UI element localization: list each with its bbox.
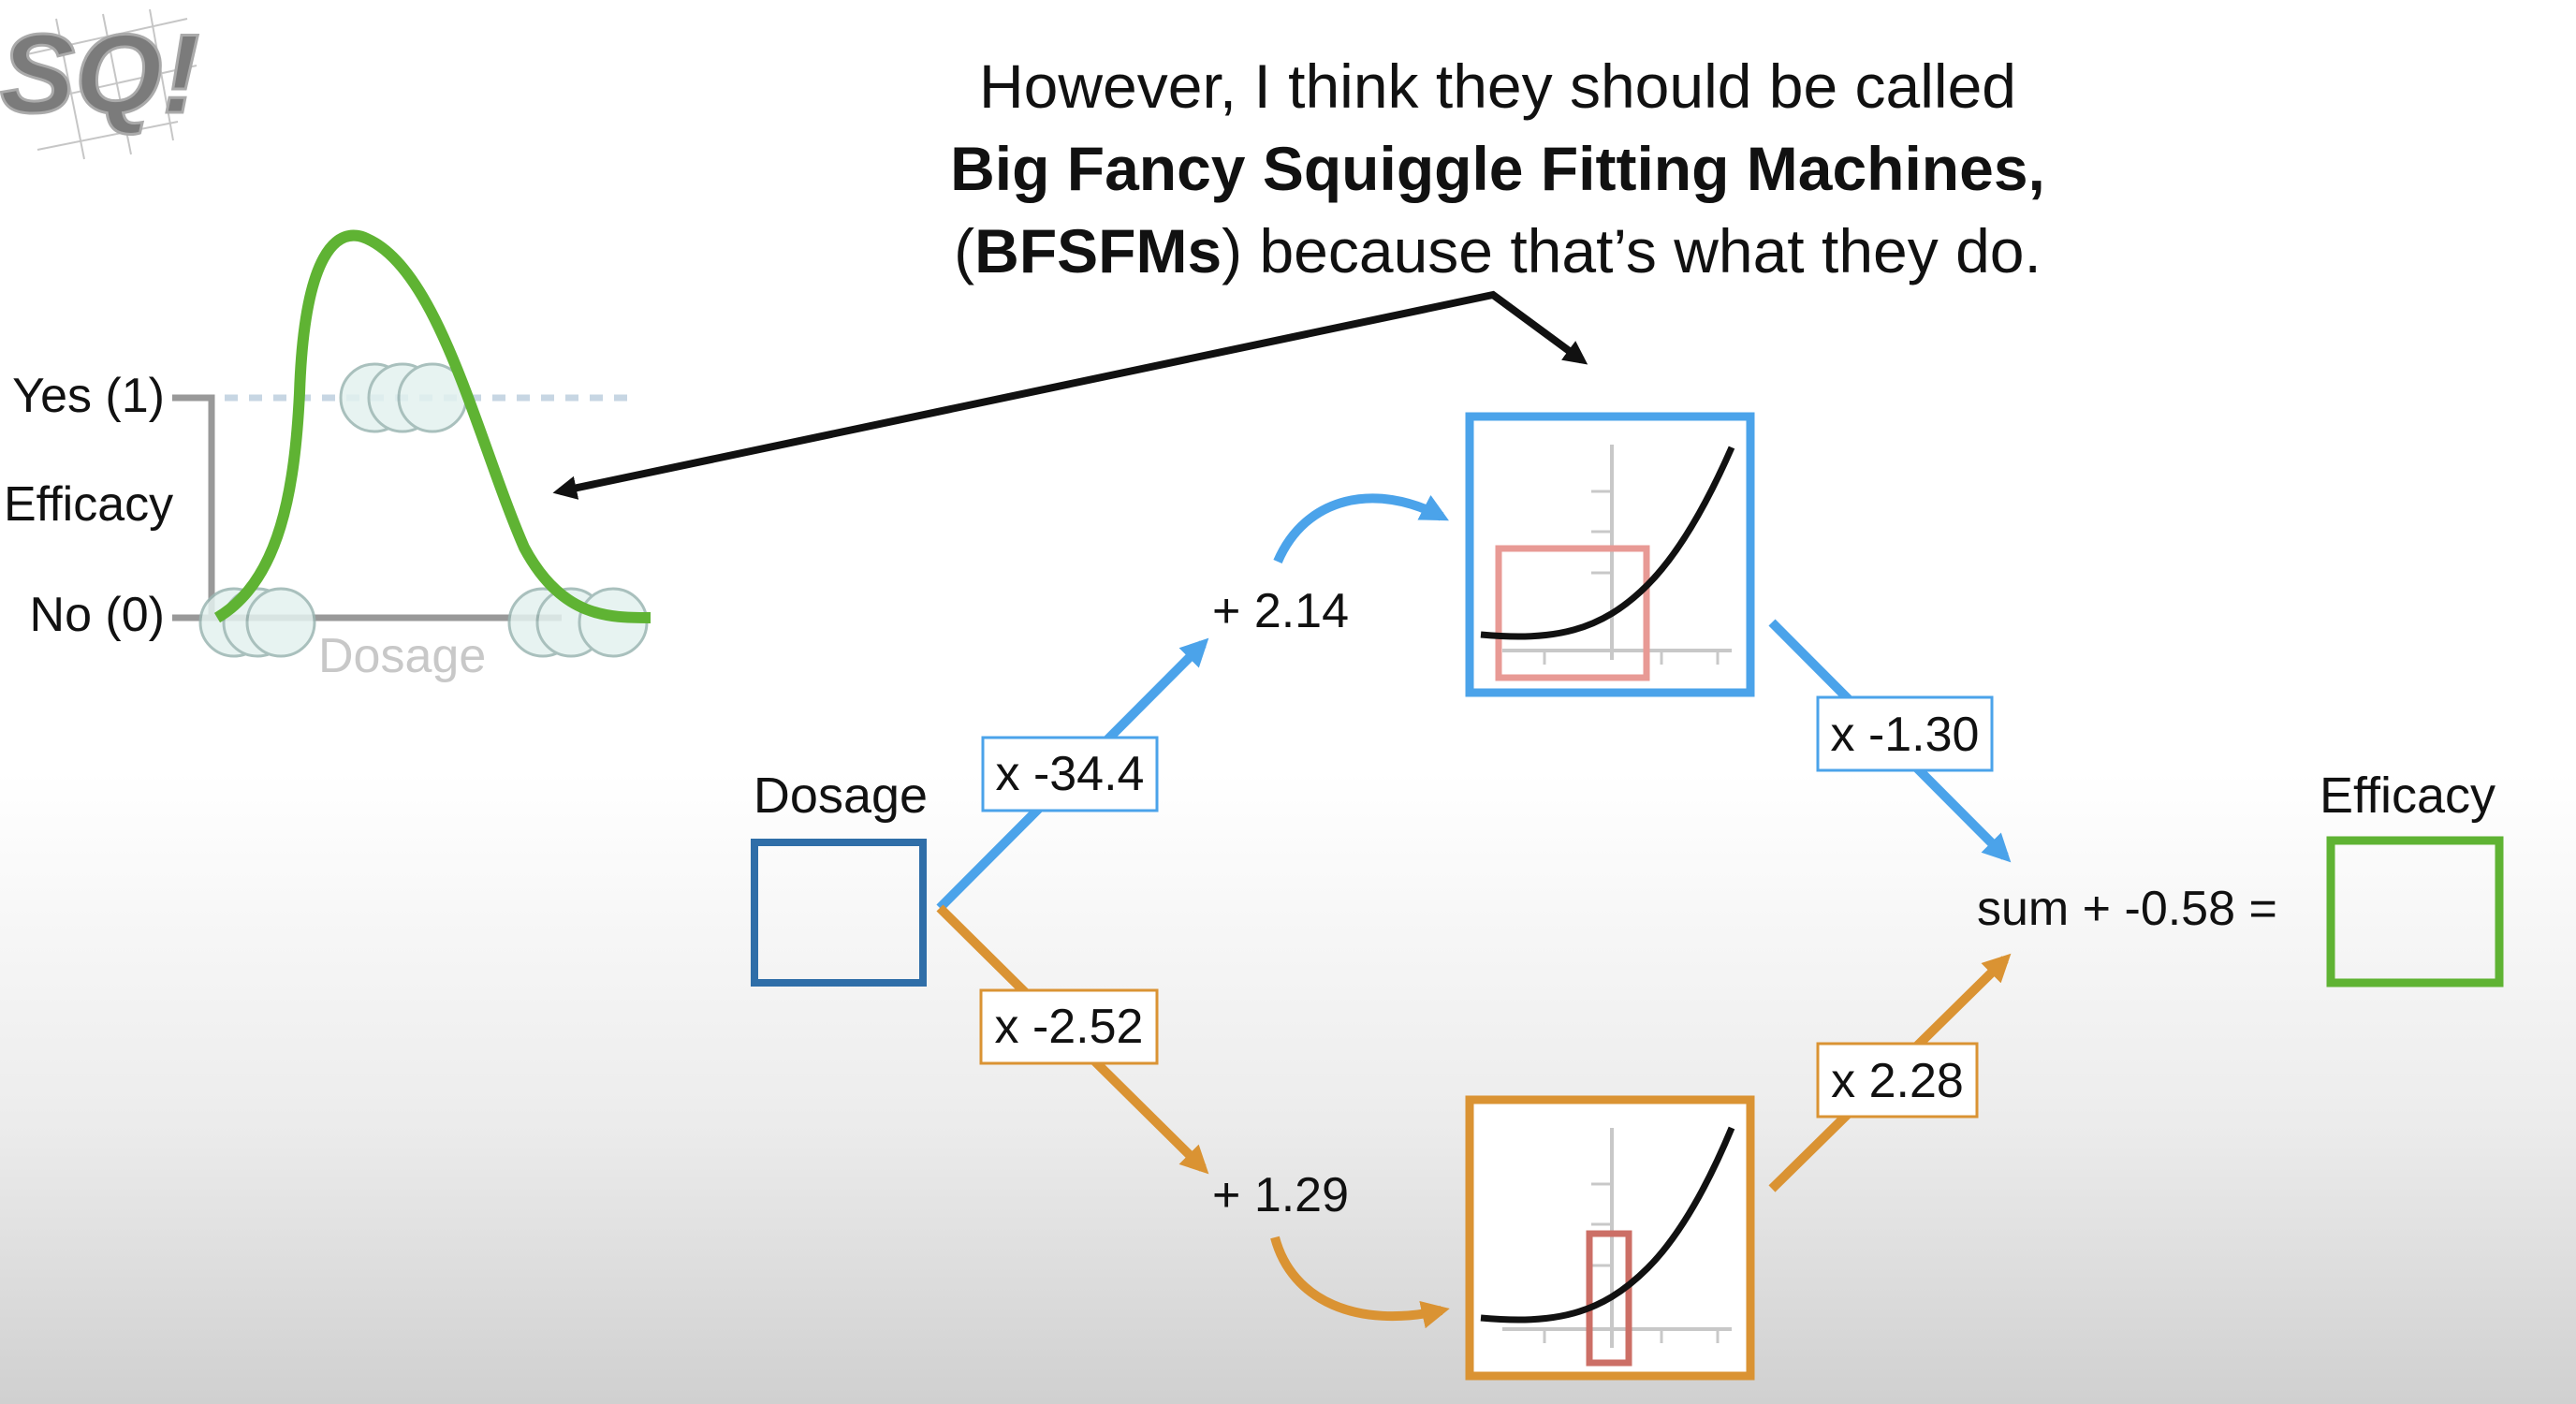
squiggle-plot: Yes (1) Efficacy No (0) Dosage [4, 229, 651, 683]
top-weight-label: x -34.4 [996, 747, 1145, 801]
bottom-weight-label: x -2.52 [995, 1000, 1144, 1054]
caption-acronym: BFSFMs [974, 216, 1222, 285]
fitted-squiggle [213, 229, 651, 623]
top-activation-curve [1480, 446, 1735, 640]
bottom-activation-node [1465, 1095, 1755, 1381]
logo-text: SQ! [0, 11, 199, 137]
statquest-logo: SQ! [0, 8, 201, 160]
caption-paren: ( [954, 216, 975, 285]
yes-label: Yes (1) [12, 369, 165, 423]
efficacy-axis-label: Efficacy [4, 477, 173, 532]
y-axis [172, 394, 215, 622]
caption-line-2: Big Fancy Squiggle Fitting Machines, [524, 127, 2471, 210]
caption: However, I think they should be called B… [524, 45, 2471, 292]
data-points-yes [339, 362, 468, 433]
top-bias-curve [1273, 493, 1449, 564]
bottom-weight-box [979, 988, 1159, 1065]
top-weight-box [981, 736, 1159, 812]
data-points-no-right [507, 587, 649, 658]
data-points-no-left [198, 587, 316, 658]
caption-line-1: However, I think they should be called [979, 51, 2016, 121]
input-label: Dosage [754, 768, 928, 824]
bottom-out-weight-box [1816, 1042, 1979, 1119]
top-highlight-region [1495, 545, 1650, 681]
top-activation-node [1465, 412, 1755, 697]
input-node [751, 839, 927, 987]
caption-line-3: (BFSFMs) because that’s what they do. [524, 210, 2471, 292]
caption-bold-phrase: Big Fancy Squiggle Fitting Machines, [950, 134, 2045, 203]
caption-rest: ) because that’s what they do. [1222, 216, 2042, 285]
output-node [2326, 836, 2504, 987]
dosage-axis-label: Dosage [318, 629, 486, 683]
top-bias-label: + 2.14 [1212, 584, 1349, 638]
bottom-highlight-region [1586, 1230, 1632, 1367]
sum-expression: sum + -0.58 = [1977, 882, 2277, 936]
bottom-activation-curve [1480, 1126, 1735, 1324]
bottom-out-weight-label: x 2.28 [1831, 1054, 1964, 1108]
bottom-bias-label: + 1.29 [1212, 1168, 1349, 1222]
bottom-bias-curve [1270, 1236, 1450, 1329]
no-label: No (0) [30, 588, 165, 642]
callout-arrow [552, 290, 1588, 500]
top-out-weight-label: x -1.30 [1831, 708, 1980, 762]
output-label: Efficacy [2320, 768, 2496, 824]
top-out-weight-box [1816, 695, 1994, 772]
